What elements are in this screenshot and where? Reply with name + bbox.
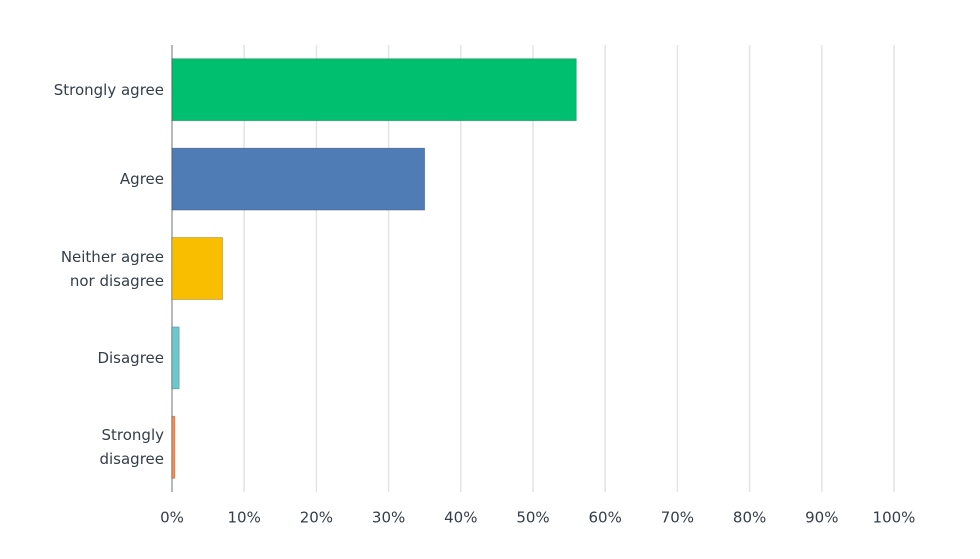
x-tick-label: 10% (228, 509, 261, 527)
x-tick-label: 70% (661, 509, 694, 527)
bar (171, 415, 176, 479)
bar (171, 326, 180, 390)
bar (171, 147, 426, 211)
x-tick-label: 40% (444, 509, 477, 527)
y-tick-label: Strongly disagree (99, 426, 164, 469)
y-tick-label: Agree (119, 170, 164, 189)
x-tick-label: 20% (300, 509, 333, 527)
bar (171, 58, 577, 122)
x-tick-label: 90% (805, 509, 838, 527)
y-tick-label: Disagree (97, 348, 164, 367)
bar (171, 237, 223, 300)
x-tick-label: 50% (516, 509, 549, 527)
x-tick-label: 30% (372, 509, 405, 527)
x-tick-label: 80% (733, 509, 766, 527)
x-tick-label: 0% (160, 509, 184, 527)
y-tick-label: Neither agree nor disagree (60, 247, 164, 290)
x-tick-label: 60% (589, 509, 622, 527)
x-tick-label: 100% (873, 509, 916, 527)
y-tick-label: Strongly agree (53, 80, 164, 99)
